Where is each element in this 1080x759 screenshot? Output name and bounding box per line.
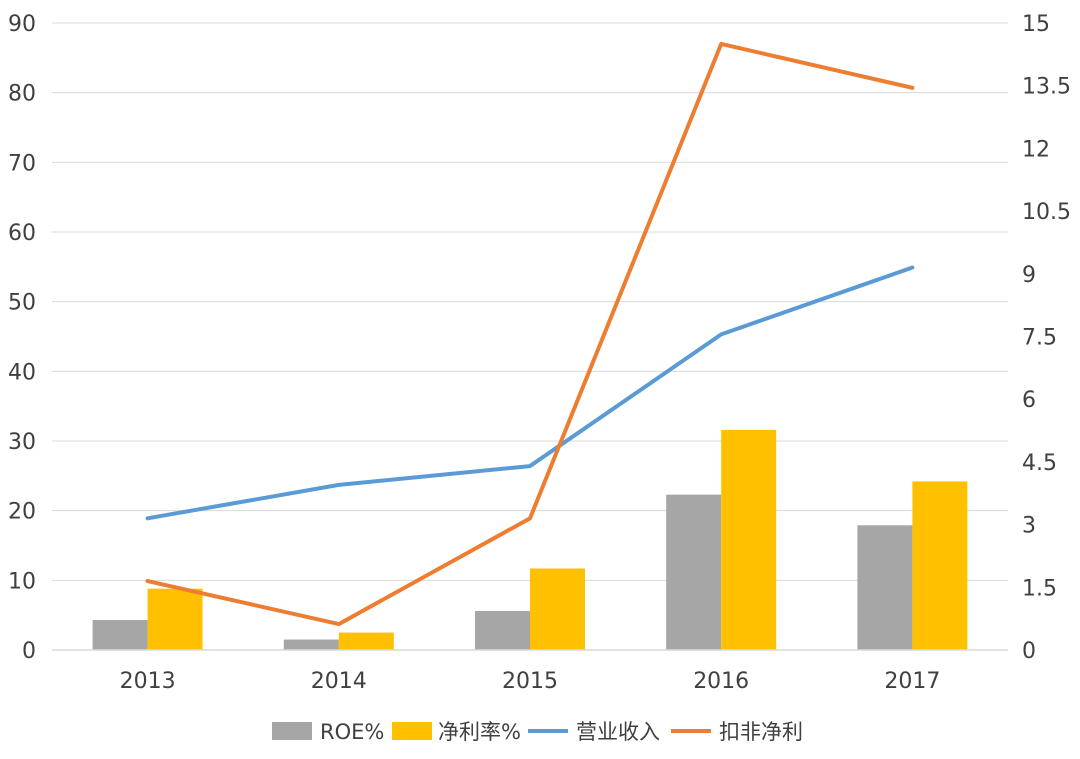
gridlines bbox=[52, 22, 1008, 581]
bar-净利率% bbox=[912, 481, 968, 650]
y-left-tick-label: 0 bbox=[22, 639, 36, 664]
y-right-tick-label: 9 bbox=[1022, 263, 1036, 288]
bar-ROE% bbox=[283, 639, 339, 650]
y-left-tick-label: 10 bbox=[8, 569, 36, 594]
legend-swatch-ROE% bbox=[272, 722, 312, 740]
line-营业收入 bbox=[145, 265, 915, 521]
bar-ROE% bbox=[92, 620, 148, 650]
y-left-tick-label: 50 bbox=[8, 291, 36, 316]
x-tick-label: 2013 bbox=[120, 669, 176, 694]
y-right-tick-label: 10.5 bbox=[1022, 200, 1071, 225]
y-left-tick-label: 90 bbox=[8, 12, 36, 37]
legend: ROE% 净利率% 营业收入 扣非净利 bbox=[272, 720, 803, 744]
y-left-tick-label: 30 bbox=[8, 430, 36, 455]
y-right-tick-label: 3 bbox=[1022, 514, 1036, 539]
legend-label-净利率%: 净利率% bbox=[438, 720, 521, 744]
y-right-tick-label: 6 bbox=[1022, 388, 1036, 413]
y-right-tick-label: 4.5 bbox=[1022, 451, 1057, 476]
bar-ROE% bbox=[857, 525, 913, 650]
legend-label-ROE%: ROE% bbox=[320, 720, 384, 744]
y-right-tick-label: 1.5 bbox=[1022, 576, 1057, 601]
axes: 0 10 20 30 40 50 60 70 80 90 0 1.5 3 4.5 6 7.5 9 10.5 12 13… bbox=[8, 12, 1071, 694]
x-tick-label: 2015 bbox=[502, 669, 558, 694]
legend-swatch-净利率% bbox=[392, 722, 432, 740]
bar-净利率% bbox=[721, 429, 777, 650]
x-tick-label: 2014 bbox=[311, 669, 367, 694]
bar-净利率% bbox=[338, 632, 394, 650]
x-tick-label: 2017 bbox=[884, 669, 940, 694]
bar-ROE% bbox=[666, 494, 722, 650]
y-left-tick-label: 40 bbox=[8, 360, 36, 385]
legend-label-扣非净利: 扣非净利 bbox=[719, 720, 803, 744]
bars bbox=[92, 429, 968, 650]
y-right-tick-label: 7.5 bbox=[1022, 326, 1057, 351]
y-right-tick-label: 0 bbox=[1022, 639, 1036, 664]
series-lines bbox=[145, 41, 915, 627]
y-left-tick-label: 60 bbox=[8, 221, 36, 246]
bar-ROE% bbox=[475, 610, 530, 650]
bar-净利率% bbox=[530, 568, 585, 650]
y-right-tick-label: 15 bbox=[1022, 12, 1050, 37]
bar-净利率% bbox=[147, 588, 203, 650]
legend-label-营业收入: 营业收入 bbox=[576, 720, 660, 744]
y-left-tick-label: 20 bbox=[8, 500, 36, 525]
y-right-tick-label: 12 bbox=[1022, 137, 1050, 162]
y-right-tick-label: 13.5 bbox=[1022, 75, 1071, 100]
line-扣非净利 bbox=[145, 41, 915, 627]
x-tick-label: 2016 bbox=[693, 669, 749, 694]
y-left-tick-label: 80 bbox=[8, 82, 36, 107]
y-left-tick-label: 70 bbox=[8, 151, 36, 176]
